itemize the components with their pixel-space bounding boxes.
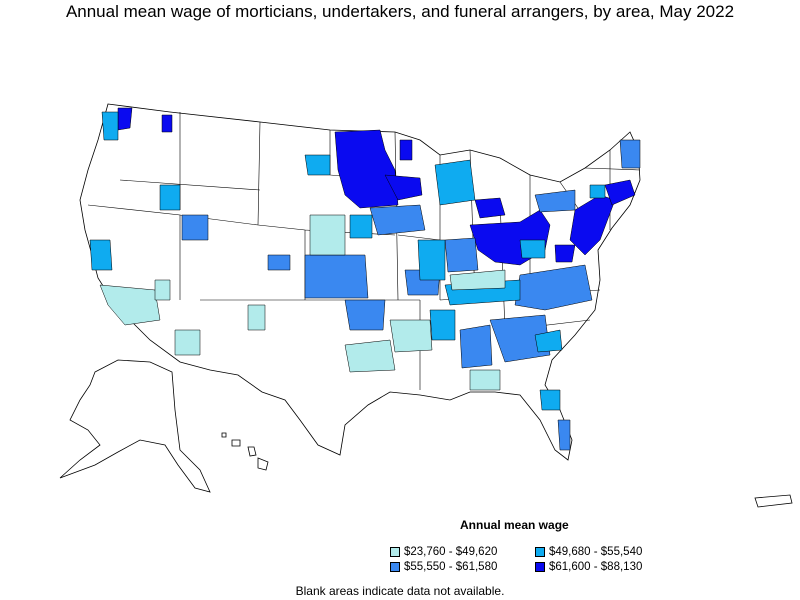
region-mi-south	[474, 197, 506, 219]
region-in-oh	[444, 237, 479, 273]
region-ca-central	[89, 239, 113, 271]
region-tn	[449, 269, 506, 291]
region-mt	[159, 184, 181, 211]
legend-item-2: $49,680 - $55,540	[535, 546, 642, 558]
legend-title: Annual mean wage	[460, 518, 569, 532]
alaska-outline	[59, 359, 211, 493]
region-wa-west	[101, 111, 119, 141]
region-wa-north	[117, 107, 133, 131]
region-wi	[369, 204, 426, 236]
region-ca-south	[99, 284, 161, 326]
legend-item-1: $23,760 - $49,620	[390, 546, 497, 558]
region-wv	[554, 244, 576, 263]
hawaii-islands	[221, 432, 269, 471]
legend-item-3: $55,550 - $61,580	[390, 561, 497, 573]
region-maine	[619, 139, 641, 169]
region-ny	[534, 189, 576, 213]
region-nv-south	[154, 279, 171, 301]
legend-label-2: $49,680 - $55,540	[549, 546, 643, 558]
legend-item-4: $61,600 - $88,130	[535, 561, 642, 573]
region-ia	[349, 214, 373, 239]
region-fl-panhandle	[539, 389, 561, 411]
region-mi-upper	[399, 139, 413, 161]
region-new-england	[604, 179, 636, 206]
region-co	[181, 214, 209, 241]
region-ne-ks	[267, 254, 291, 271]
region-ar	[429, 309, 456, 341]
region-mn-nd	[334, 129, 399, 209]
region-mn-east	[384, 174, 423, 201]
legend-label-3: $55,550 - $61,580	[404, 561, 498, 573]
map-title: Annual mean wage of morticians, undertak…	[65, 2, 735, 21]
region-ok	[344, 299, 386, 331]
region-il	[417, 239, 446, 281]
legend-label-1: $23,760 - $49,620	[404, 546, 498, 558]
region-al-ms	[459, 324, 493, 369]
region-pa-west	[519, 239, 546, 259]
data-availability-note: Blank areas indicate data not available.	[295, 584, 505, 598]
legend-swatch-3	[390, 562, 400, 572]
region-fl-east	[557, 419, 571, 451]
region-nm	[247, 304, 266, 331]
legend-swatch-2	[535, 547, 545, 557]
legend-swatch-1	[390, 547, 400, 557]
legend-swatch-4	[535, 562, 545, 572]
region-al	[469, 369, 501, 391]
puerto-rico	[754, 494, 793, 508]
region-ne	[309, 214, 346, 256]
region-nd-east	[304, 154, 331, 176]
region-mi	[434, 159, 476, 206]
region-kansas	[304, 254, 369, 299]
region-la-ms	[389, 319, 433, 353]
region-sc	[534, 329, 563, 353]
region-ga-sc	[489, 314, 551, 363]
region-ct	[589, 184, 606, 199]
legend-label-4: $61,600 - $88,130	[549, 561, 643, 573]
region-az	[174, 329, 201, 356]
region-tx-east	[344, 339, 396, 373]
region-id-north	[161, 114, 173, 133]
